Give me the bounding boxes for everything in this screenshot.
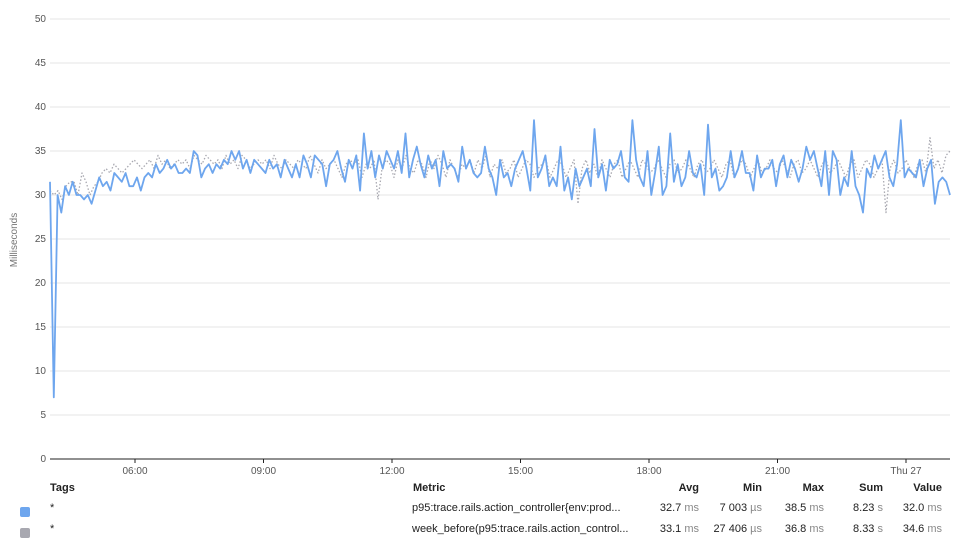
series-color-swatch[interactable] [20,507,30,517]
y-tick-label: 40 [35,102,47,113]
y-tick-label: 5 [40,410,46,421]
y-tick-label: 45 [35,58,47,69]
series-color-swatch[interactable] [20,528,30,538]
row-sum: 8.23 s [853,502,883,514]
timeseries-chart[interactable]: 0 5 10 15 20 25 30 35 40 45 50 06:00 09:00 12:00 15:0… [0,0,965,480]
max-header[interactable]: Max [802,482,824,494]
row-tag: * [50,523,55,535]
sum-header[interactable]: Sum [859,482,883,494]
row-min: 27 406 µs [713,523,762,535]
series-line-0[interactable] [49,119,951,399]
value-header[interactable]: Value [913,482,942,494]
chart-grid [50,18,950,460]
x-tick-label: 15:00 [508,466,533,477]
x-tick-label: 06:00 [122,466,147,477]
y-tick-label: 50 [35,14,47,25]
x-axis: 06:00 09:00 12:00 15:00 18:00 21:00 Thu 27 [122,459,922,477]
row-metric: week_before(p95:trace.rails.action_contr… [412,523,629,535]
x-tick-label: 12:00 [379,466,404,477]
row-metric: p95:trace.rails.action_controller{env:pr… [412,502,621,514]
y-axis: 0 5 10 15 20 25 30 35 40 45 50 [35,14,47,465]
row-max: 36.8 ms [784,523,824,535]
y-tick-label: 15 [35,322,47,333]
series-line-1[interactable] [49,137,951,214]
row-max: 38.5 ms [784,502,824,514]
row-avg: 33.1 ms [659,523,699,535]
x-tick-label: 21:00 [765,466,790,477]
row-value: 32.0 ms [902,502,942,514]
y-axis-label: Milliseconds [9,213,20,267]
tags-header[interactable]: Tags [50,482,75,494]
min-header[interactable]: Min [743,482,762,494]
row-sum: 8.33 s [853,523,883,535]
y-tick-label: 10 [35,366,47,377]
legend-header-row: Tags Metric Avg Min Max Sum Value [0,482,965,502]
metric-header[interactable]: Metric [413,482,446,494]
legend-row[interactable]: * week_before(p95:trace.rails.action_con… [0,523,965,543]
avg-header[interactable]: Avg [678,482,699,494]
row-value: 34.6 ms [902,523,942,535]
legend-row[interactable]: * p95:trace.rails.action_controller{env:… [0,502,965,522]
x-tick-label: Thu 27 [890,466,922,477]
y-tick-label: 0 [40,454,46,465]
row-avg: 32.7 ms [659,502,699,514]
row-min: 7 003 µs [719,502,762,514]
x-tick-label: 09:00 [251,466,276,477]
x-tick-label: 18:00 [636,466,661,477]
y-tick-label: 25 [35,234,47,245]
series-lines[interactable] [49,119,951,399]
row-tag: * [50,502,55,514]
y-tick-label: 30 [35,190,47,201]
y-tick-label: 35 [35,146,47,157]
y-tick-label: 20 [35,278,47,289]
